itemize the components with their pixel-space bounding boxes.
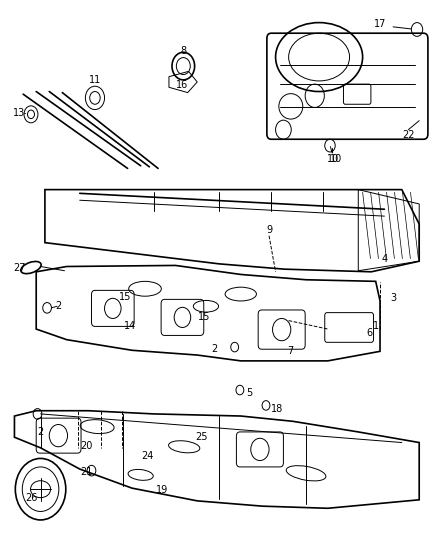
- Text: 17: 17: [374, 19, 386, 29]
- Text: 5: 5: [246, 387, 252, 398]
- Text: 9: 9: [266, 225, 272, 236]
- Text: 10: 10: [327, 154, 339, 164]
- Text: 11: 11: [89, 75, 101, 85]
- Text: 26: 26: [26, 493, 38, 503]
- Text: 2: 2: [55, 301, 61, 311]
- Text: 15: 15: [198, 312, 210, 322]
- Text: 3: 3: [390, 293, 396, 303]
- Text: 7: 7: [288, 346, 294, 357]
- Text: 25: 25: [195, 432, 208, 442]
- Text: 14: 14: [124, 321, 136, 332]
- Text: 22: 22: [402, 130, 415, 140]
- Text: 18: 18: [271, 403, 283, 414]
- Text: 1: 1: [373, 321, 379, 331]
- Text: 19: 19: [156, 485, 169, 495]
- Text: 16: 16: [176, 79, 188, 90]
- Text: 13: 13: [13, 108, 25, 118]
- Text: 4: 4: [381, 254, 388, 263]
- Text: 6: 6: [366, 328, 372, 338]
- Text: 8: 8: [180, 46, 187, 56]
- Text: 20: 20: [80, 441, 92, 451]
- Text: 24: 24: [141, 451, 153, 462]
- Text: 2: 2: [37, 427, 44, 437]
- Text: 10: 10: [330, 154, 343, 164]
- Text: 27: 27: [13, 263, 25, 272]
- Text: 15: 15: [119, 292, 131, 302]
- Text: 21: 21: [80, 467, 92, 477]
- Text: 2: 2: [212, 344, 218, 354]
